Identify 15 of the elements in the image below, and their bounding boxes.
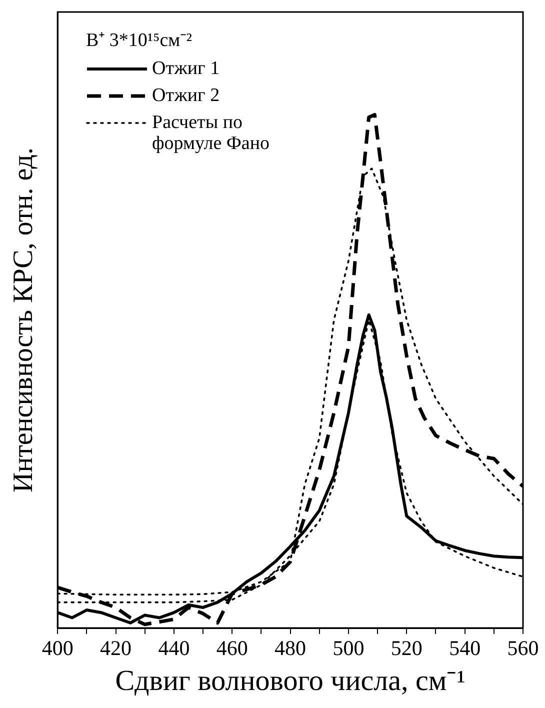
x-tick-label: 540 (449, 636, 481, 660)
x-tick-label: 520 (390, 636, 422, 660)
x-axis-title: Сдвиг волнового числа, см⁻¹ (115, 665, 466, 698)
x-tick-label: 440 (158, 636, 190, 660)
x-tick-label: 500 (332, 636, 364, 660)
x-tick-label: 480 (274, 636, 306, 660)
legend-label: Отжиг 1 (152, 58, 220, 80)
x-tick-label: 560 (507, 636, 539, 660)
legend-title: B⁺ 3*10¹⁵см⁻² (86, 30, 193, 52)
x-tick-label: 400 (42, 636, 74, 660)
x-tick-label: 460 (216, 636, 248, 660)
y-axis-title: Интенсивность КРС, отн. ед. (8, 147, 40, 493)
legend-label: Расчеты по формуле Фано (152, 112, 270, 156)
x-tick-label: 420 (100, 636, 132, 660)
legend-label: Отжиг 2 (152, 84, 220, 107)
